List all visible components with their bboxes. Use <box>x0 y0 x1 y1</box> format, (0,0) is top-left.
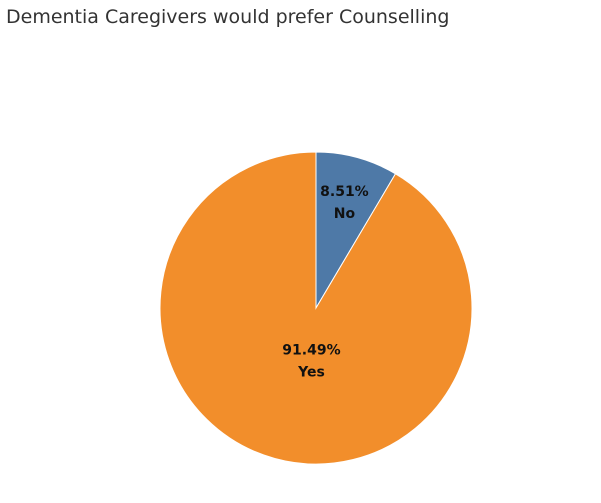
slice-category-label-no: No <box>334 206 356 222</box>
slice-value-label-no: 8.51% <box>320 184 369 200</box>
pie-labels: 8.51% No 91.49% Yes <box>282 184 368 380</box>
pie-slice-yes <box>159 151 473 465</box>
slice-category-label-yes: Yes <box>297 365 325 381</box>
slice-value-label-yes: 91.49% <box>282 343 340 359</box>
chart-title: Dementia Caregivers would prefer Counsel… <box>6 6 450 28</box>
pie-slice-no <box>315 151 397 310</box>
pie-slices <box>159 151 473 465</box>
